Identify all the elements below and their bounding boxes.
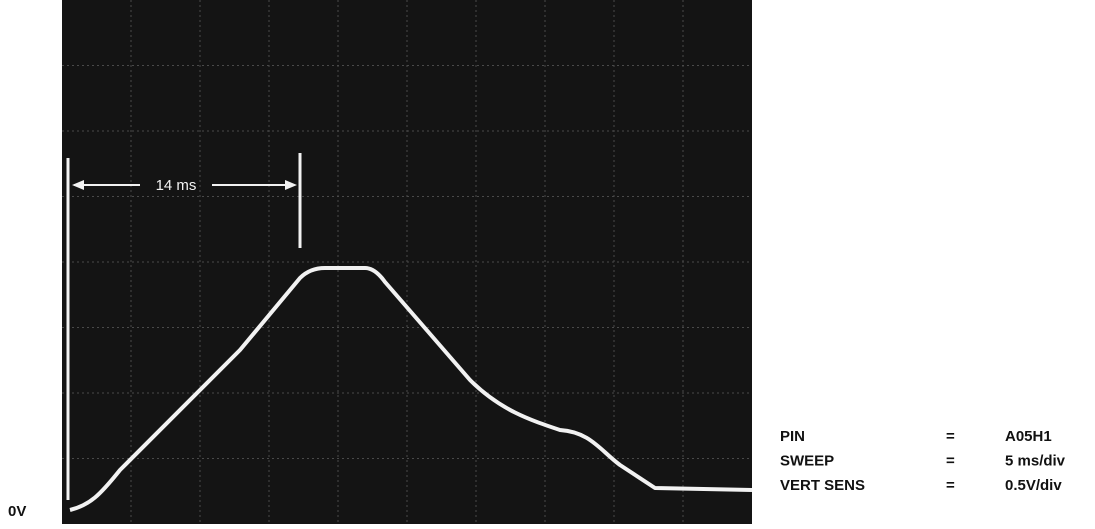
setting-equals: = (946, 477, 955, 494)
arrow-head-left (72, 180, 84, 190)
baseline-label: 0V (8, 503, 26, 520)
setting-equals: = (946, 452, 955, 469)
settings-table: PIN = A05H1 SWEEP = 5 ms/div VERT SENS = 0.5V/di… (780, 428, 1066, 494)
setting-name: SWEEP (780, 452, 834, 469)
setting-value: A05H1 (1005, 428, 1052, 445)
waveform-trace (69, 266, 753, 512)
setting-value: 5 ms/div (1005, 452, 1066, 469)
arrow-head-right (285, 180, 297, 190)
scope-grid (62, 0, 752, 524)
setting-name: PIN (780, 428, 805, 445)
interval-label: 14 ms (156, 177, 197, 194)
setting-equals: = (946, 428, 955, 445)
setting-value: 0.5V/div (1005, 477, 1062, 494)
setting-name: VERT SENS (780, 477, 865, 494)
